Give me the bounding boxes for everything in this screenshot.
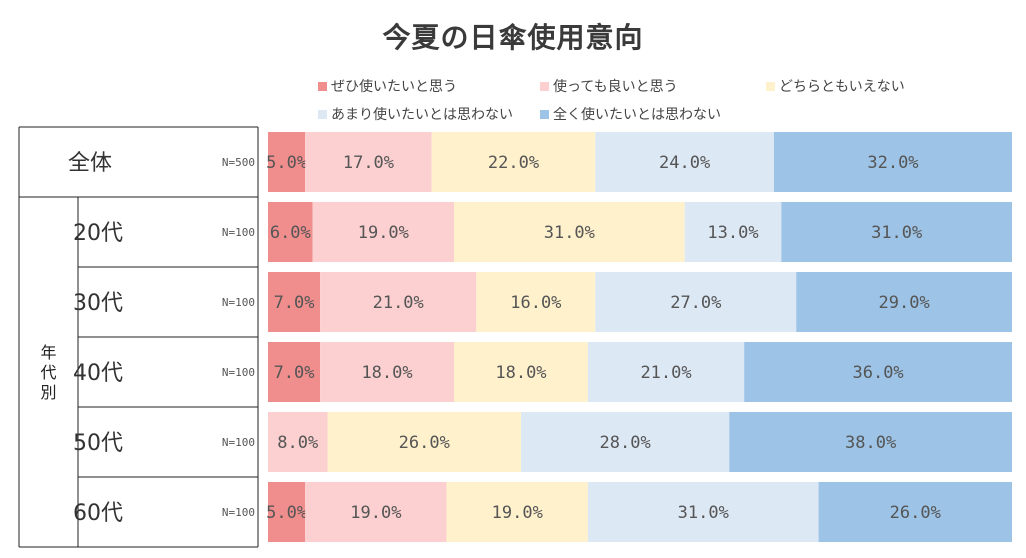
bar-segment (744, 342, 1012, 402)
data-label: 17.0% (343, 153, 394, 173)
bar-segment (476, 272, 596, 332)
data-label: 24.0% (659, 153, 710, 173)
data-label: 5.0% (266, 503, 307, 523)
bar-segment (818, 482, 1012, 542)
data-label: 28.0% (600, 433, 651, 453)
legend-label-1: ぜひ使いたいと思う (331, 79, 457, 95)
legend-item-5: 全く使いたいとは思わない (540, 104, 721, 124)
data-label: 6.0% (270, 223, 311, 243)
data-label: 21.0% (373, 293, 424, 313)
bar-segment (796, 272, 1012, 332)
data-label: 31.0% (871, 223, 922, 243)
legend-swatch-2 (540, 81, 549, 91)
category-label: 30代 (73, 291, 123, 316)
data-label: 31.0% (678, 503, 729, 523)
legend-label-2: 使っても良いと思う (553, 79, 678, 95)
bar-segment (327, 412, 521, 472)
data-label: 38.0% (845, 433, 896, 453)
category-label: 全体 (68, 151, 112, 176)
data-label: 18.0% (495, 363, 546, 383)
sample-size-label: N=100 (222, 366, 255, 379)
legend-label-3: どちらともいえない (779, 79, 905, 95)
group-label-char: 別 (40, 383, 56, 402)
bar-segment (587, 482, 819, 542)
bar-segment (684, 202, 782, 262)
group-label-char: 代 (40, 363, 56, 382)
group-label-char: 年 (40, 343, 56, 362)
bar-segment (268, 412, 328, 472)
legend: ぜひ使いたいと思う 使っても良いと思う どちらともいえない あまり使いたいとは思… (318, 76, 1018, 126)
category-label: 40代 (73, 361, 123, 386)
data-label: 7.0% (274, 363, 315, 383)
bar-segment (268, 482, 306, 542)
chart-title: 今夏の日傘使用意向 (382, 21, 644, 54)
bar-segment (454, 342, 588, 402)
data-label: 8.0% (277, 433, 318, 453)
bar-segment (431, 132, 596, 192)
bar-segment (268, 132, 306, 192)
legend-item-4: あまり使いたいとは思わない (318, 104, 513, 124)
bar-segment (781, 202, 1012, 262)
sample-size-label: N=500 (222, 156, 255, 169)
bar-segment (305, 132, 432, 192)
sample-size-label: N=100 (222, 226, 255, 239)
data-label: 31.0% (544, 223, 595, 243)
category-label: 50代 (73, 431, 123, 456)
bar-segment (587, 342, 745, 402)
bar-segment (454, 202, 685, 262)
legend-swatch-4 (318, 109, 327, 119)
data-label: 22.0% (488, 153, 539, 173)
data-label: 7.0% (274, 293, 315, 313)
bar-segment (320, 342, 454, 402)
bar-segment (446, 482, 588, 542)
bar-segment (268, 342, 321, 402)
legend-swatch-5 (540, 109, 549, 119)
category-label: 20代 (73, 221, 123, 246)
data-label: 19.0% (350, 503, 401, 523)
legend-label-4: あまり使いたいとは思わない (331, 107, 513, 123)
bar-segment (268, 202, 313, 262)
data-label: 13.0% (707, 223, 758, 243)
bar-segment (320, 272, 477, 332)
sample-size-label: N=100 (222, 296, 255, 309)
data-label: 5.0% (266, 153, 307, 173)
data-label: 26.0% (399, 433, 450, 453)
legend-item-3: どちらともいえない (766, 76, 905, 96)
bar-segment (312, 202, 454, 262)
data-label: 29.0% (879, 293, 930, 313)
data-label: 26.0% (890, 503, 941, 523)
bar-segment (773, 132, 1012, 192)
data-label: 21.0% (640, 363, 691, 383)
category-label: 60代 (73, 501, 123, 526)
legend-swatch-3 (766, 81, 775, 91)
data-label: 36.0% (852, 363, 903, 383)
legend-swatch-1 (318, 81, 327, 91)
bar-segment (305, 482, 447, 542)
bar-segment (729, 412, 1012, 472)
bar-segment (595, 132, 774, 192)
data-label: 16.0% (510, 293, 561, 313)
data-label: 32.0% (867, 153, 918, 173)
data-label: 19.0% (492, 503, 543, 523)
sample-size-label: N=100 (222, 436, 255, 449)
bar-segment (595, 272, 797, 332)
data-label: 19.0% (358, 223, 409, 243)
legend-item-2: 使っても良いと思う (540, 76, 678, 96)
legend-label-5: 全く使いたいとは思わない (553, 107, 721, 123)
bar-segment (268, 272, 321, 332)
sample-size-label: N=100 (222, 506, 255, 519)
data-label: 27.0% (670, 293, 721, 313)
bar-segment (520, 412, 730, 472)
data-label: 18.0% (361, 363, 412, 383)
legend-item-1: ぜひ使いたいと思う (318, 76, 457, 96)
